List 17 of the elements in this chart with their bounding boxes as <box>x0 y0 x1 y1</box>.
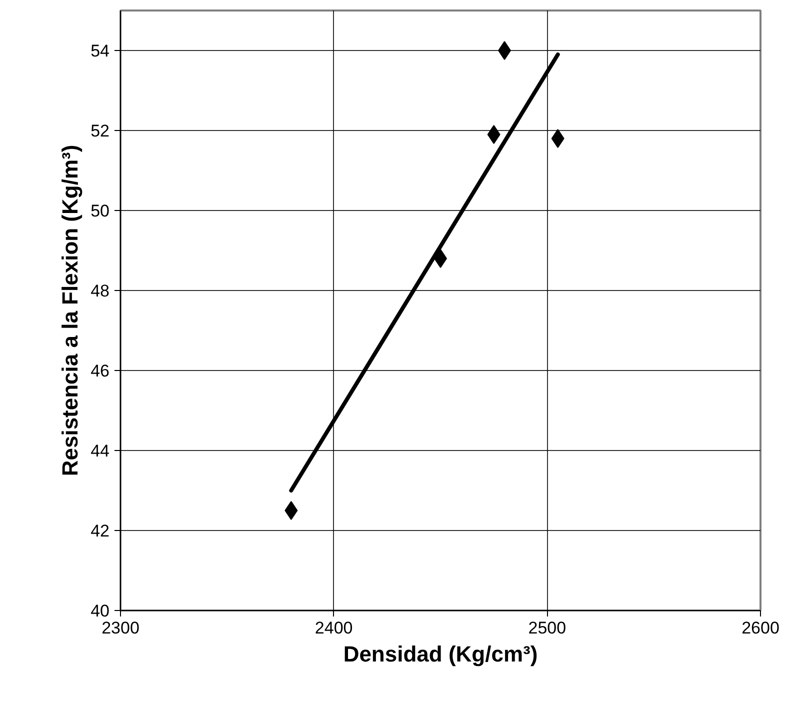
y-tick-label: 42 <box>90 522 110 540</box>
y-tick-label: 44 <box>90 442 110 460</box>
y-tick-label: 46 <box>90 362 110 380</box>
point <box>487 125 500 144</box>
point <box>551 129 564 148</box>
y-tick-label: 54 <box>90 42 110 60</box>
y-axis-title: Resistencia a la Flexion (Kg/m³) <box>58 144 83 476</box>
y-tick-label: 52 <box>90 122 110 140</box>
x-tick-label: 2400 <box>314 618 353 638</box>
x-tick-label: 2500 <box>528 618 566 638</box>
y-tick-label: 50 <box>90 202 110 220</box>
x-axis-title: Densidad (Kg/cm³) <box>343 642 538 666</box>
point <box>284 501 298 520</box>
x-tick-label: 2300 <box>102 618 140 638</box>
x-tick-label: 2600 <box>742 618 780 638</box>
y-tick-label: 48 <box>90 282 110 300</box>
y-tick-label: 40 <box>90 602 110 620</box>
